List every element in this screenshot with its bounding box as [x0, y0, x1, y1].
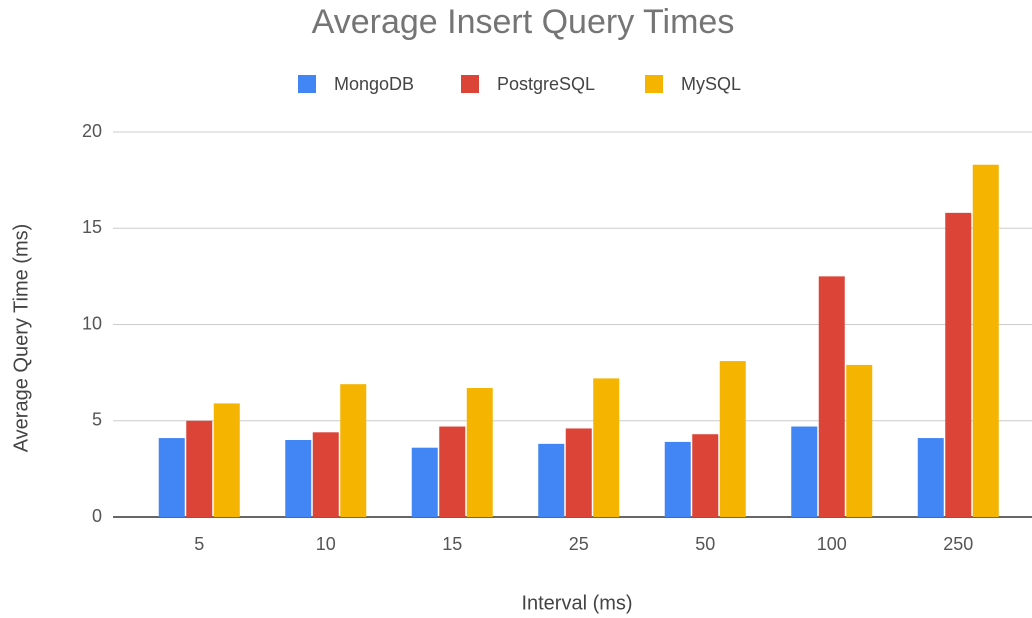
x-axis-title: Interval (ms)	[521, 592, 632, 614]
bar	[972, 164, 999, 517]
legend-swatch	[298, 75, 316, 93]
bar	[411, 447, 438, 517]
bar	[538, 443, 565, 517]
bar	[692, 434, 719, 517]
bar	[664, 441, 691, 517]
x-tick-label: 50	[695, 534, 715, 554]
y-tick-label: 10	[82, 313, 102, 333]
bar	[719, 361, 746, 517]
legend-swatch	[461, 75, 479, 93]
chart-title: Average Insert Query Times	[312, 3, 735, 41]
x-tick-label: 5	[194, 534, 204, 554]
y-axis-title: Average Query Time (ms)	[10, 224, 32, 453]
bar	[917, 438, 944, 517]
legend-label: MongoDB	[334, 74, 414, 94]
x-tick-label: 15	[442, 534, 462, 554]
bar	[340, 384, 367, 517]
bar	[846, 364, 873, 517]
bar	[312, 432, 339, 517]
y-tick-label: 5	[92, 410, 102, 430]
legend-label: PostgreSQL	[497, 74, 595, 94]
bar	[791, 426, 818, 517]
bar	[818, 276, 845, 517]
bar	[213, 403, 240, 517]
bar	[565, 428, 592, 517]
bar	[439, 426, 466, 517]
x-tick-label: 10	[316, 534, 336, 554]
bar	[593, 378, 620, 517]
bar	[186, 420, 213, 517]
legend-label: MySQL	[681, 74, 741, 94]
bar	[158, 438, 185, 517]
x-tick-label: 250	[943, 534, 973, 554]
bar	[466, 388, 493, 517]
legend-swatch	[645, 75, 663, 93]
y-tick-label: 0	[92, 506, 102, 526]
bar	[285, 440, 312, 517]
x-tick-label: 100	[817, 534, 847, 554]
y-tick-label: 20	[82, 121, 102, 141]
x-tick-label: 25	[569, 534, 589, 554]
y-tick-label: 15	[82, 217, 102, 237]
bar	[945, 212, 972, 517]
